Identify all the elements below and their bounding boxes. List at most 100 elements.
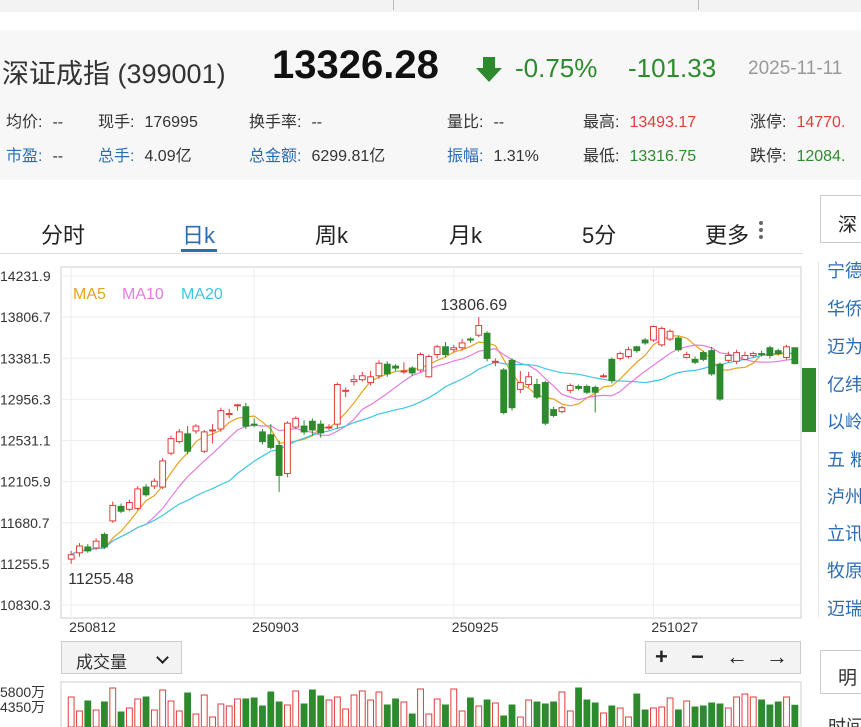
side-tab[interactable]: 深 xyxy=(820,195,861,243)
stat-amplitude: 振幅: 1.31% xyxy=(447,148,539,165)
y-tick-label: 11680.7 xyxy=(0,515,50,531)
candle xyxy=(383,363,391,375)
side-list-item[interactable]: 五 粮 xyxy=(827,450,861,470)
side-list-item[interactable]: 迈为 xyxy=(827,337,861,357)
candle xyxy=(367,376,375,384)
candle xyxy=(200,431,208,452)
volume-bar xyxy=(749,696,757,727)
volume-bar xyxy=(192,713,200,727)
pan-left-button[interactable]: ← xyxy=(726,644,748,669)
indicator-select[interactable]: 成交量 xyxy=(61,641,182,674)
candle xyxy=(600,375,607,378)
side-list-item[interactable]: 泸州 xyxy=(827,487,861,507)
volume-bar xyxy=(150,709,158,727)
side-list-item[interactable]: 立讯 xyxy=(827,524,861,544)
candle xyxy=(175,431,183,443)
candle xyxy=(142,486,150,496)
zoom-in-button[interactable]: + xyxy=(655,644,668,669)
volume-tick-label: 5800万 xyxy=(0,684,45,700)
candle xyxy=(758,353,765,356)
side-panel-divider xyxy=(818,262,819,617)
candle xyxy=(217,410,225,430)
candle xyxy=(109,504,117,522)
volume-bar xyxy=(358,690,366,727)
active-tab-indicator xyxy=(181,249,217,252)
y-tick-label: 12531.1 xyxy=(0,433,51,449)
tab-daily[interactable]: 日k xyxy=(182,223,216,248)
candle xyxy=(84,546,92,552)
volume-bar xyxy=(467,697,474,727)
volume-bar xyxy=(475,705,483,727)
volume-bar xyxy=(142,696,150,727)
candle xyxy=(674,337,682,351)
volume-bar xyxy=(134,698,142,727)
chevron-down-icon xyxy=(156,651,169,664)
side-list-item[interactable]: 以岭 xyxy=(827,412,861,432)
volume-bar xyxy=(733,696,741,727)
volume-bar xyxy=(641,709,649,727)
volume-bar xyxy=(774,701,782,727)
y-tick-label: 12956.3 xyxy=(0,391,51,407)
volume-bar xyxy=(275,701,283,727)
candle xyxy=(408,367,416,374)
candle xyxy=(550,409,558,416)
stat-pe: 市盈: -- xyxy=(6,148,64,165)
volume-bar xyxy=(708,702,716,727)
candle xyxy=(209,429,216,432)
candle xyxy=(125,502,133,510)
candle xyxy=(342,389,350,392)
candle xyxy=(766,347,774,356)
candle xyxy=(225,413,233,416)
pan-right-button[interactable]: → xyxy=(766,644,788,669)
candle xyxy=(616,353,624,359)
volume-bar xyxy=(109,687,117,727)
stat-limit-up: 涨停: 14770. xyxy=(750,114,846,131)
volume-bar xyxy=(342,708,350,727)
volume-bar xyxy=(308,689,316,727)
volume-bar xyxy=(67,696,75,727)
kline-chart[interactable]: 14231.9 13806.7 13381.5 12956.3 12531.1 12105… xyxy=(0,258,803,727)
side-list-item[interactable]: 迈瑞 xyxy=(827,599,861,619)
tab-monthly[interactable]: 月k xyxy=(449,223,483,248)
candle xyxy=(749,353,757,356)
volume-tick-label: 4350万 xyxy=(0,699,45,715)
candle xyxy=(691,358,699,363)
candle xyxy=(117,505,125,512)
y-tick-label: 14231.9 xyxy=(0,268,51,284)
side-tab-detail[interactable]: 明 xyxy=(820,650,861,694)
volume-bar xyxy=(500,715,508,727)
zoom-out-button[interactable]: − xyxy=(691,644,704,669)
volume-bar xyxy=(600,712,607,727)
tab-5min[interactable]: 5分 xyxy=(582,223,617,248)
x-tick-label: 250903 xyxy=(252,619,299,635)
candle xyxy=(159,460,167,488)
side-list-item[interactable]: 宁德 xyxy=(827,261,861,281)
candle xyxy=(425,355,433,378)
volume-bar xyxy=(758,699,765,727)
volume-bar xyxy=(658,706,666,727)
candle xyxy=(358,375,366,381)
tab-intraday[interactable]: 分时 xyxy=(41,223,86,248)
side-list-item[interactable]: 华侨 xyxy=(827,299,861,319)
candle xyxy=(234,404,241,407)
side-list-item[interactable]: 亿纬 xyxy=(827,375,861,395)
volume-bar xyxy=(125,707,133,727)
stat-turnover: 换手率: -- xyxy=(249,114,323,131)
more-dots-icon[interactable] xyxy=(759,221,765,241)
volume-bar xyxy=(674,709,682,727)
tab-weekly[interactable]: 周k xyxy=(315,223,349,248)
volume-bar xyxy=(325,699,333,727)
volume-bar xyxy=(633,693,641,727)
volume-bar xyxy=(508,704,516,727)
volume-bar xyxy=(292,690,300,727)
candle xyxy=(683,354,691,358)
volume-bar xyxy=(175,710,183,727)
candle xyxy=(250,423,258,426)
volume-bar xyxy=(483,699,491,727)
volume-bar xyxy=(591,702,599,727)
tab-more[interactable]: 更多 xyxy=(705,223,750,248)
side-scroll-marker[interactable] xyxy=(802,368,816,432)
side-list-item[interactable]: 牧原 xyxy=(827,561,861,581)
volume-bar xyxy=(400,701,408,727)
volume-bar xyxy=(716,703,724,727)
